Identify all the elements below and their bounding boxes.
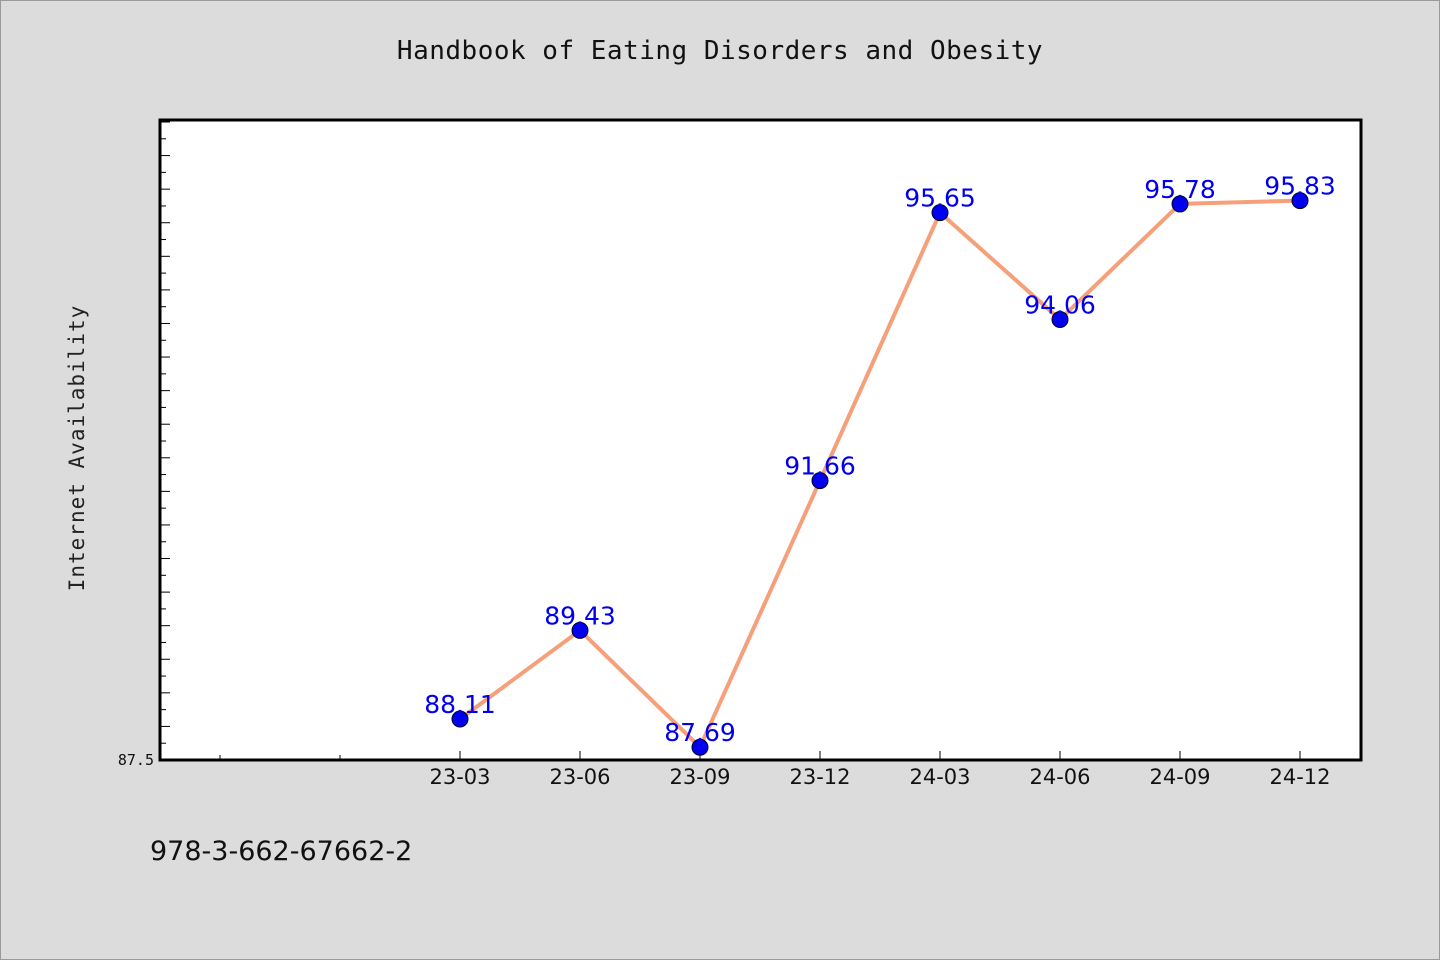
x-tick-label: 24-09	[1149, 765, 1210, 789]
data-point	[1051, 310, 1069, 328]
data-label: 95.83	[1264, 172, 1336, 201]
data-point	[1291, 192, 1309, 210]
data-label: 89.43	[544, 601, 616, 630]
x-tick-label: 23-06	[549, 765, 610, 789]
x-tick-label: 24-06	[1029, 765, 1090, 789]
data-label: 88.11	[424, 690, 496, 719]
data-point	[1171, 195, 1189, 213]
x-axis-ticks: 23-03 23-06 23-09 23-12 24-03 24-06 24-09 24-12	[219, 751, 1331, 789]
data-label: 91.66	[784, 452, 856, 481]
data-point	[451, 710, 469, 728]
chart-title: Handbook of Eating Disorders and Obesity	[396, 36, 1044, 66]
y-tick-label: 87.5	[118, 751, 154, 769]
series-line	[458, 198, 1301, 750]
data-label: 94.06	[1024, 290, 1096, 319]
x-tick-label: 23-03	[429, 765, 490, 789]
x-tick-label: 23-09	[669, 765, 730, 789]
data-label: 95.78	[1144, 175, 1216, 204]
plot-border	[158, 118, 1363, 762]
data-point	[691, 738, 709, 756]
x-tick-label: 24-03	[909, 765, 970, 789]
isbn-text: 978-3-662-67662-2	[150, 836, 413, 867]
x-tick-label: 23-12	[789, 765, 850, 789]
data-labels: 88.11 89.43 87.69 91.66 95.65 94.06 95.78 95.83	[424, 172, 1336, 748]
series-markers	[451, 192, 1309, 756]
plot-area	[160, 120, 1361, 760]
data-label: 95.65	[904, 184, 976, 213]
data-label: 87.69	[664, 718, 736, 747]
data-point	[571, 621, 589, 639]
data-point	[931, 204, 949, 222]
x-tick-label: 24-12	[1269, 765, 1330, 789]
data-point	[811, 472, 829, 490]
